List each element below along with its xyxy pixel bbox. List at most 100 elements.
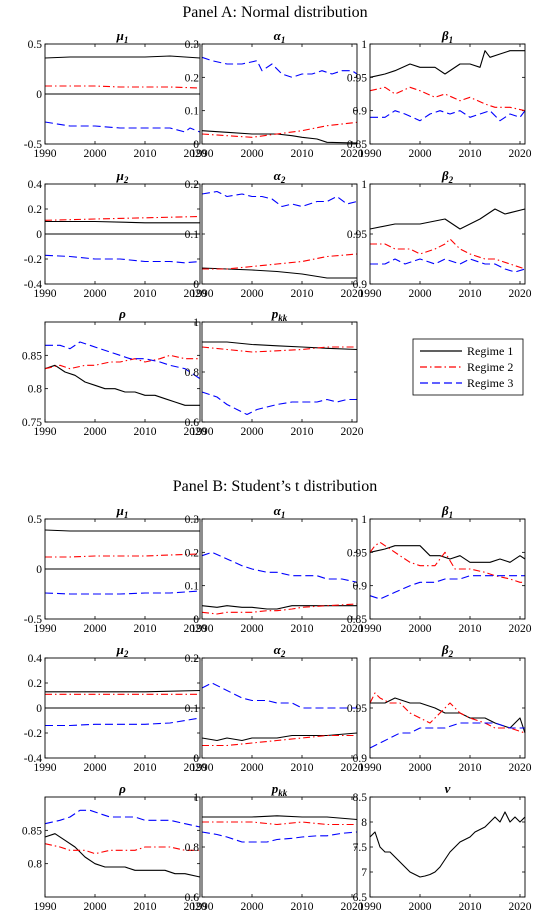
series-line-regime-3 — [201, 190, 358, 208]
subplot-title: ν — [445, 781, 451, 796]
y-tick-label: 7.5 — [353, 842, 368, 854]
series-line-regime-1 — [369, 811, 526, 878]
subplot-title: α1 — [274, 503, 286, 520]
x-tick-label: 2010 — [459, 762, 482, 774]
x-tick-label: 2000 — [409, 762, 432, 774]
series-line-regime-3 — [370, 258, 526, 273]
x-tick-label: 1990 — [34, 288, 57, 300]
x-tick-label: 1990 — [34, 762, 57, 774]
legend: Regime 1 Regime 2 Regime 3 — [412, 338, 524, 396]
y-tick-label: 0.8 — [28, 384, 43, 396]
x-tick-label: 1990 — [191, 901, 214, 913]
x-tick-label: 1990 — [34, 426, 57, 438]
x-tick-label: 2000 — [84, 623, 107, 635]
y-tick-label: 8.5 — [353, 792, 368, 804]
y-tick-label: 0.6 — [185, 417, 200, 429]
y-tick-label: 0.6 — [185, 892, 200, 904]
series-line-regime-3 — [45, 717, 201, 727]
y-tick-label: 0.85 — [347, 139, 367, 151]
series-line-regime-1 — [45, 220, 200, 224]
y-tick-label: -0.5 — [24, 614, 42, 626]
x-tick-label: 2010 — [134, 762, 157, 774]
y-tick-label: -0.2 — [24, 728, 42, 740]
y-tick-label: 0.1 — [185, 581, 200, 593]
y-tick-label: 0.2 — [28, 678, 43, 690]
y-tick-label: 0 — [193, 279, 199, 291]
series-line-regime-2 — [369, 541, 525, 583]
x-tick-label: 1990 — [359, 623, 382, 635]
subplot-title: β1 — [441, 503, 453, 520]
y-tick-label: 0.95 — [347, 703, 367, 715]
y-tick-label: 0.5 — [28, 514, 43, 526]
series-line-regime-3 — [370, 110, 526, 122]
x-tick-label: 2020 — [509, 623, 532, 635]
x-tick-label: 2000 — [84, 426, 107, 438]
axes-frame — [369, 183, 526, 285]
y-tick-label: 6.5 — [353, 892, 368, 904]
y-tick-label: 0.75 — [22, 417, 42, 429]
axes-frame — [44, 518, 201, 620]
y-tick-label: 0 — [36, 89, 42, 101]
series-line-regime-2 — [369, 692, 526, 734]
x-tick-label: 2000 — [241, 426, 264, 438]
y-tick-label: -0.4 — [24, 753, 42, 765]
y-tick-label: -0.2 — [24, 254, 42, 266]
series-line-regime-1 — [369, 545, 526, 563]
y-tick-label: 8 — [361, 817, 367, 829]
axes-frame — [201, 43, 358, 145]
x-tick-label: 1990 — [359, 288, 382, 300]
panel-b-title: Panel B: Student’s t distribution — [173, 478, 377, 495]
y-tick-label: 0.9 — [353, 279, 368, 291]
y-tick-label: 0.2 — [185, 547, 200, 559]
series-line-regime-3 — [201, 391, 357, 416]
y-tick-label: 0.3 — [185, 514, 200, 526]
axes-frame — [44, 183, 201, 285]
x-tick-label: 2020 — [184, 901, 207, 913]
series-line-regime-1 — [201, 605, 357, 610]
y-tick-label: 1 — [193, 317, 199, 329]
y-tick-label: 1 — [361, 179, 367, 191]
x-tick-label: 2000 — [409, 288, 432, 300]
subplot-title: pkk — [271, 306, 288, 323]
axes-frame — [201, 321, 358, 423]
series-line-regime-2 — [44, 215, 201, 221]
y-tick-label: 0.95 — [347, 547, 367, 559]
x-tick-label: 2000 — [409, 901, 432, 913]
series-line-regime-3 — [44, 121, 201, 133]
subplot-title: ρ — [118, 306, 126, 321]
x-tick-label: 2020 — [509, 148, 532, 160]
series-line-regime-1 — [201, 130, 358, 144]
x-tick-label: 2010 — [134, 148, 157, 160]
series-line-regime-1 — [370, 697, 526, 734]
x-tick-label: 1990 — [191, 288, 214, 300]
axes-frame — [44, 321, 201, 423]
x-tick-label: 2000 — [241, 288, 264, 300]
x-tick-label: 2010 — [291, 762, 314, 774]
y-tick-label: 0.2 — [185, 179, 200, 191]
x-tick-label: 2020 — [341, 148, 364, 160]
y-tick-label: 0.9 — [353, 753, 368, 765]
y-tick-label: 0.2 — [185, 72, 200, 84]
axes-frame — [369, 796, 526, 898]
axes-frame — [201, 796, 358, 898]
x-tick-label: 2010 — [459, 623, 482, 635]
y-tick-label: 0.85 — [22, 825, 42, 837]
y-tick-label: 1 — [193, 792, 199, 804]
y-tick-label: 0.2 — [28, 204, 43, 216]
legend-label-regime-3: Regime 3 — [467, 376, 513, 390]
series-line-regime-2 — [202, 253, 358, 270]
y-tick-label: 0.8 — [185, 367, 200, 379]
series-line-regime-2 — [202, 734, 357, 747]
axes-frame — [369, 43, 526, 145]
y-tick-label: 0.2 — [185, 653, 200, 665]
axes-frame — [44, 657, 201, 759]
